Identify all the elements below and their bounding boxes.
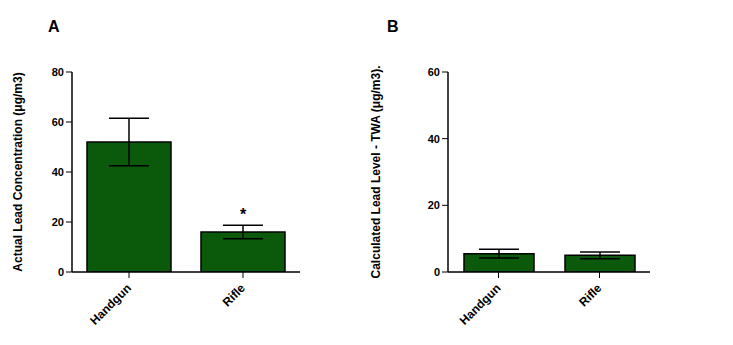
svg-text:*: *	[240, 206, 247, 223]
svg-text:Actual Lead Concentration (μg/: Actual Lead Concentration (μg/m3)	[11, 72, 25, 271]
svg-text:Handgun: Handgun	[87, 281, 134, 328]
html-text:B: B	[387, 18, 399, 35]
svg-text:Rifle: Rifle	[576, 281, 605, 310]
svg-text:20: 20	[52, 216, 64, 228]
svg-text:80: 80	[52, 66, 64, 78]
svg-text:60: 60	[428, 66, 440, 78]
svg-text:Handgun: Handgun	[457, 281, 504, 328]
svg-text:60: 60	[52, 116, 64, 128]
svg-text:40: 40	[52, 166, 64, 178]
svg-text:20: 20	[428, 199, 440, 211]
svg-text:Calculated Lead Level - TWA (μ: Calculated Lead Level - TWA (μg/m3).	[369, 66, 383, 279]
svg-text:Rifle: Rifle	[220, 281, 249, 310]
svg-text:0: 0	[58, 266, 64, 278]
svg-text:40: 40	[428, 133, 440, 145]
html-text:A: A	[48, 18, 60, 35]
svg-text:0: 0	[434, 266, 440, 278]
